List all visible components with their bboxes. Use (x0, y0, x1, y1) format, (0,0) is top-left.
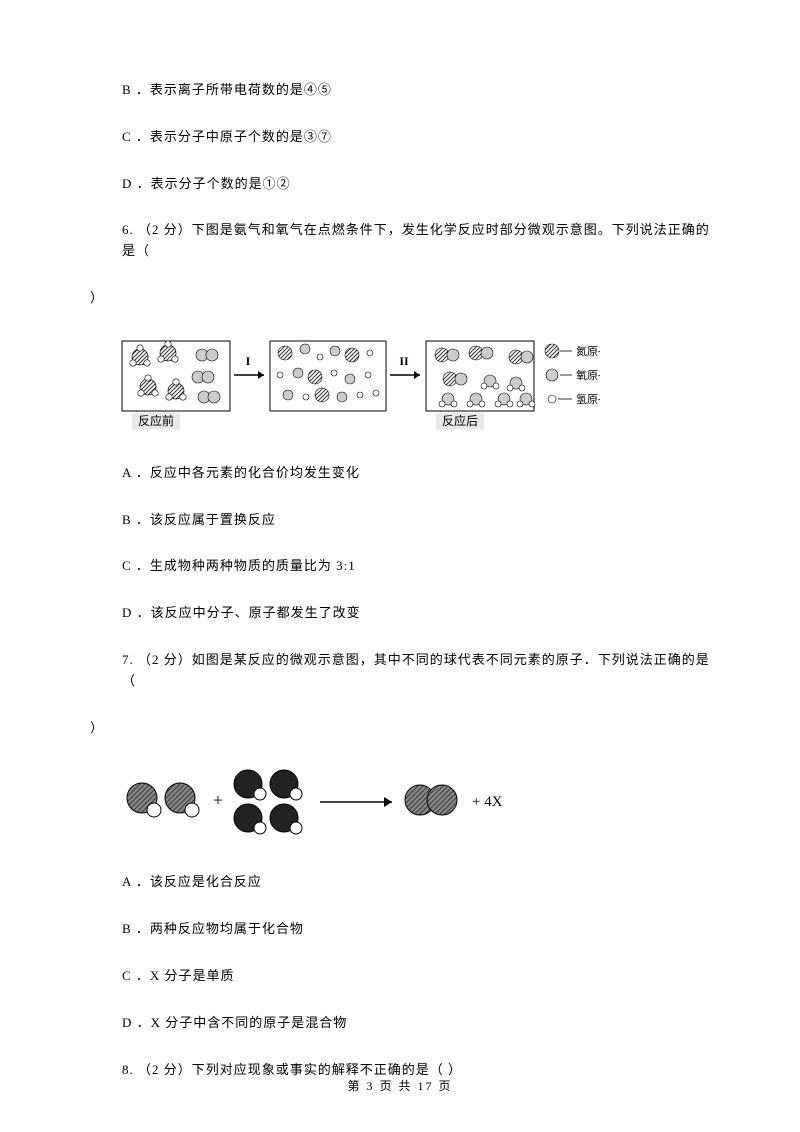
svg-text:氮原子: 氮原子 (576, 344, 600, 358)
page-footer: 第 3 页 共 17 页 (0, 1077, 800, 1096)
svg-text:氧原子: 氧原子 (576, 368, 600, 382)
q6-close-paren: ） (90, 288, 710, 309)
q5-option-c: C ．表示分子中原子个数的是③⑦ (90, 127, 710, 148)
svg-text:I: I (246, 354, 251, 368)
q7-option-b: B ．两种反应物均属于化合物 (90, 919, 710, 940)
q6-diagram: 反应前 I II 反应后 (120, 335, 710, 435)
q5-option-b: B ．表示离子所带电荷数的是④⑤ (90, 80, 710, 101)
q6-option-a: A ．反应中各元素的化合价均发生变化 (90, 463, 710, 484)
q7-option-c: C ．X 分子是单质 (90, 966, 710, 987)
q6-label-before: 反应前 (138, 413, 174, 428)
svg-text:+ 4X: + 4X (472, 794, 503, 810)
q7-diagram: + + 4X (120, 764, 710, 844)
svg-text:+: + (213, 790, 223, 810)
q7-option-d: D ．X 分子中含不同的原子是混合物 (90, 1013, 710, 1034)
q6-option-c: C ．生成物种两种物质的质量比为 3:1 (90, 556, 710, 577)
svg-text:氢原子: 氢原子 (576, 392, 600, 406)
q6-stem: 6. （2 分）下图是氨气和氧气在点燃条件下，发生化学反应时部分微观示意图。下列… (90, 220, 710, 262)
q7-close-paren: ） (90, 718, 710, 739)
q6-option-d: D ．该反应中分子、原子都发生了改变 (90, 603, 710, 624)
q6-label-after: 反应后 (442, 413, 478, 428)
q6-option-b: B ．该反应属于置换反应 (90, 510, 710, 531)
q7-option-a: A ．该反应是化合反应 (90, 872, 710, 893)
q7-stem: 7. （2 分）如图是某反应的微观示意图，其中不同的球代表不同元素的原子．下列说… (90, 650, 710, 692)
q5-option-d: D ．表示分子个数的是①② (90, 174, 710, 195)
svg-text:II: II (399, 354, 409, 368)
